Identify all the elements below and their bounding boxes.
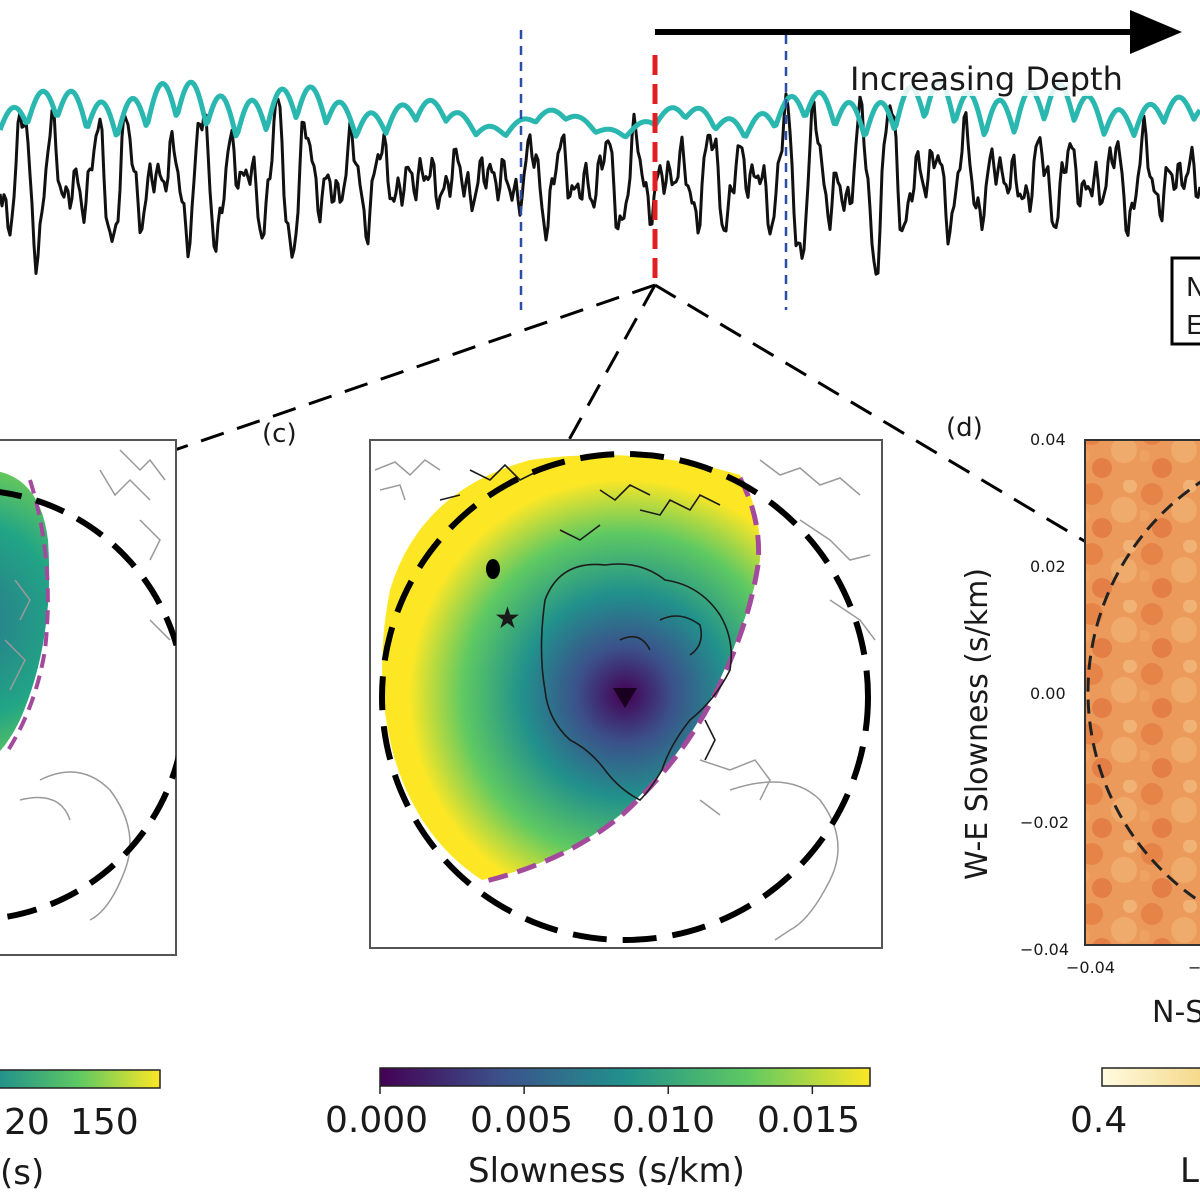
seismogram-envelope-cyan (0, 78, 1200, 140)
right-y-tick-4: −0.02 (1020, 813, 1069, 832)
seismogram-trace-black (0, 92, 1200, 276)
connector-line-right (654, 283, 1200, 612)
right-x-axis-label: N-S (1152, 995, 1200, 1030)
right-x-tick-2: − (1188, 958, 1200, 977)
center-colorbar: 0.000 0.005 0.010 0.015 Slowness (s/km) (325, 1067, 871, 1191)
center-colorbar-tick-3: 0.010 (612, 1100, 715, 1141)
left-map-coastlines (4, 449, 171, 921)
right-colorbar: 0.4 L (1070, 1067, 1200, 1191)
right-y-tick-3: 0.00 (1030, 684, 1066, 703)
center-colorbar-tick-2: 0.005 (470, 1100, 573, 1141)
center-map-range-circle (379, 451, 871, 943)
depth-arrow (655, 10, 1182, 54)
left-map-magenta-edge (3, 479, 50, 757)
legend-box: N E (1170, 256, 1200, 346)
depth-arrow-label: Increasing Depth (850, 60, 1123, 98)
seismogram-section: Increasing Depth N E (0, 10, 1200, 346)
connector-line-center (503, 284, 657, 556)
legend-entry-n: N (1186, 273, 1200, 303)
center-colorbar-tick-1: 0.000 (325, 1100, 428, 1141)
right-x-tick-1: −0.04 (1066, 958, 1115, 977)
center-colorbar-tick-marks (379, 1086, 814, 1094)
left-colorbar-tick-1: 20 (4, 1102, 50, 1143)
event-star-marker: ★ (494, 601, 521, 636)
center-colorbar-tick-4: 0.015 (757, 1100, 860, 1141)
right-y-tick-5: −0.04 (1020, 940, 1069, 959)
center-colorbar-label: Slowness (s/km) (468, 1151, 745, 1191)
right-colorbar-label: L (1180, 1151, 1199, 1191)
slowness-colored-region (382, 455, 761, 880)
slowness-magenta-boundary (481, 476, 762, 885)
panel-d-label: (d) (946, 413, 983, 443)
right-colorbar-tick-1: 0.4 (1070, 1100, 1127, 1141)
right-y-tick-2: 0.02 (1030, 557, 1066, 576)
left-colorbar: 20 150 (s) (0, 1069, 161, 1193)
station-triangle-marker (613, 688, 637, 708)
center-map-continent-outlines (439, 463, 733, 801)
right-y-axis-label: W-E Slowness (s/km) (960, 568, 995, 880)
left-colorbar-tick-2: 150 (70, 1102, 139, 1143)
event-black-marker (486, 559, 500, 579)
left-colorbar-label: (s) (0, 1153, 44, 1193)
right-y-tick-1: 0.04 (1030, 430, 1066, 449)
center-map-panel: ★ (369, 439, 883, 949)
legend-entry-e: E (1186, 311, 1200, 341)
panel-c-label: (c) (262, 419, 297, 449)
right-heatmap-panel: W-E Slowness (s/km) 0.04 0.02 0.00 −0.02… (960, 430, 1200, 1030)
left-map-panel (0, 439, 177, 956)
